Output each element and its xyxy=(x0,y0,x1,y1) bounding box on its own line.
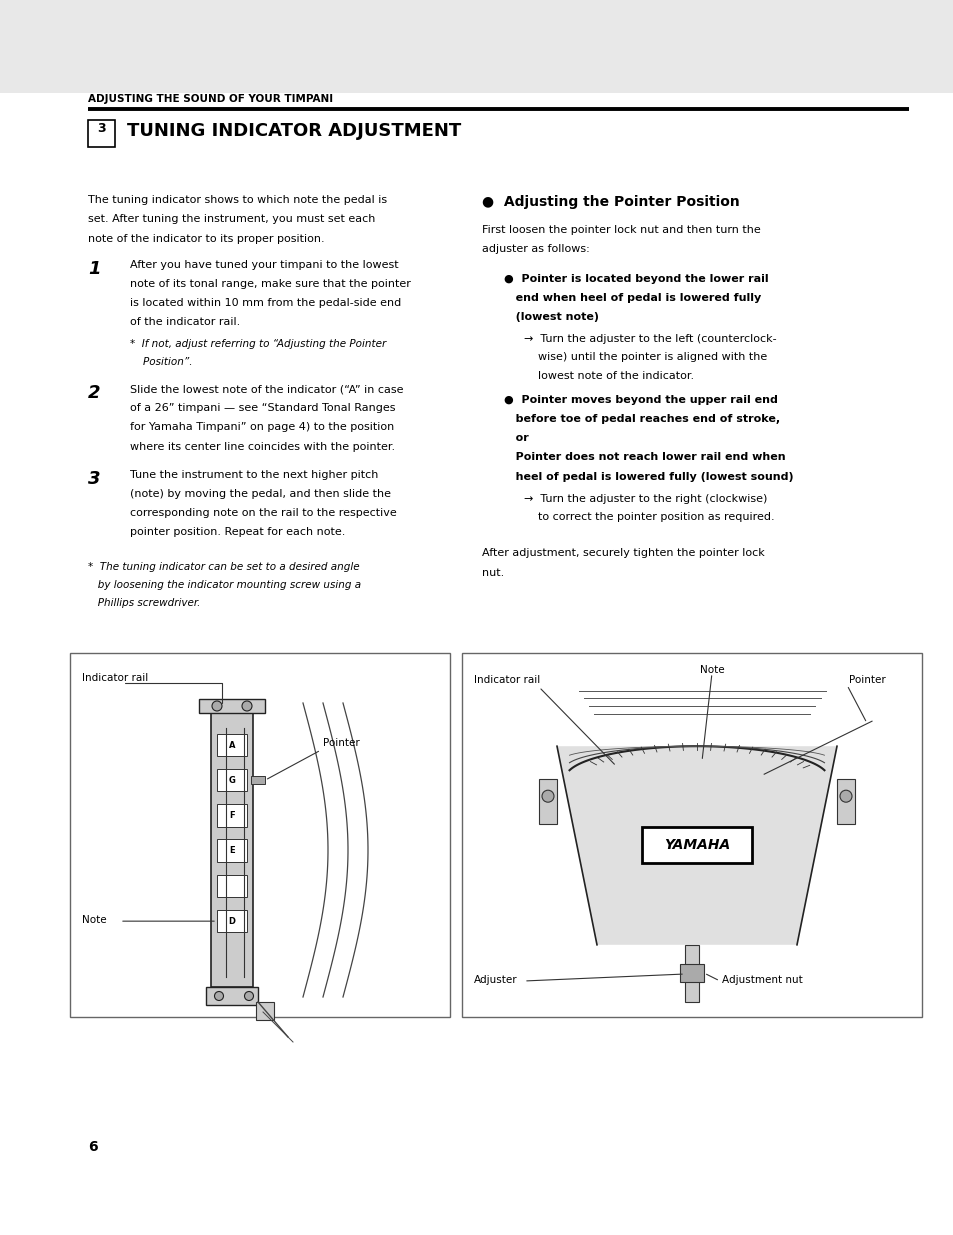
Text: set. After tuning the instrument, you must set each: set. After tuning the instrument, you mu… xyxy=(88,215,375,225)
Text: 2: 2 xyxy=(88,384,100,403)
Polygon shape xyxy=(557,746,836,945)
Bar xyxy=(216,769,247,792)
Text: of a 26” timpani — see “Standard Tonal Ranges: of a 26” timpani — see “Standard Tonal R… xyxy=(130,403,395,414)
Bar xyxy=(216,734,247,756)
Text: or: or xyxy=(503,433,528,443)
Bar xyxy=(216,804,247,826)
Text: D: D xyxy=(229,916,235,926)
Text: to correct the pointer position as required.: to correct the pointer position as requi… xyxy=(523,513,774,522)
Text: nut.: nut. xyxy=(481,568,503,578)
Bar xyxy=(251,777,265,784)
Text: 3: 3 xyxy=(88,469,100,488)
Text: 6: 6 xyxy=(88,1140,97,1153)
Text: Note: Note xyxy=(699,664,723,676)
Text: Pointer: Pointer xyxy=(323,739,359,748)
Text: pointer position. Repeat for each note.: pointer position. Repeat for each note. xyxy=(130,527,345,537)
Circle shape xyxy=(242,701,252,711)
Bar xyxy=(538,779,557,824)
Bar xyxy=(216,874,247,897)
Circle shape xyxy=(840,790,851,803)
Text: Adjustment nut: Adjustment nut xyxy=(721,974,801,986)
Text: corresponding note on the rail to the respective: corresponding note on the rail to the re… xyxy=(130,509,396,519)
Text: A: A xyxy=(229,741,235,750)
Bar xyxy=(255,1002,274,1020)
Text: First loosen the pointer lock nut and then turn the: First loosen the pointer lock nut and th… xyxy=(481,225,760,235)
Text: 1: 1 xyxy=(88,259,100,278)
Text: of the indicator rail.: of the indicator rail. xyxy=(130,317,240,327)
Text: 3: 3 xyxy=(97,122,106,135)
Text: Phillips screwdriver.: Phillips screwdriver. xyxy=(88,598,200,608)
Text: F: F xyxy=(229,811,234,820)
Text: before toe of pedal reaches end of stroke,: before toe of pedal reaches end of strok… xyxy=(503,414,780,424)
Text: TUNING INDICATOR ADJUSTMENT: TUNING INDICATOR ADJUSTMENT xyxy=(127,122,460,140)
Text: ●  Pointer moves beyond the upper rail end: ● Pointer moves beyond the upper rail en… xyxy=(503,395,777,405)
Text: After adjustment, securely tighten the pointer lock: After adjustment, securely tighten the p… xyxy=(481,548,763,558)
Bar xyxy=(684,945,699,1002)
Text: wise) until the pointer is aligned with the: wise) until the pointer is aligned with … xyxy=(523,352,766,362)
Text: →  Turn the adjuster to the left (counterclock-: → Turn the adjuster to the left (counter… xyxy=(523,335,776,345)
Text: Indicator rail: Indicator rail xyxy=(82,673,148,683)
Bar xyxy=(206,987,257,1005)
Text: ●  Pointer is located beyond the lower rail: ● Pointer is located beyond the lower ra… xyxy=(503,273,767,284)
Bar xyxy=(461,653,921,1016)
Text: ●  Adjusting the Pointer Position: ● Adjusting the Pointer Position xyxy=(481,195,739,209)
Bar xyxy=(70,653,450,1016)
Text: is located within 10 mm from the pedal-side end: is located within 10 mm from the pedal-s… xyxy=(130,298,401,308)
Text: end when heel of pedal is lowered fully: end when heel of pedal is lowered fully xyxy=(503,293,760,303)
Bar xyxy=(199,699,265,713)
Text: lowest note of the indicator.: lowest note of the indicator. xyxy=(523,370,693,380)
Text: (lowest note): (lowest note) xyxy=(503,312,598,322)
Text: →  Turn the adjuster to the right (clockwise): → Turn the adjuster to the right (clockw… xyxy=(523,494,766,504)
Text: Pointer: Pointer xyxy=(848,676,884,685)
Text: Slide the lowest note of the indicator (“A” in case: Slide the lowest note of the indicator (… xyxy=(130,384,403,394)
Text: (note) by moving the pedal, and then slide the: (note) by moving the pedal, and then sli… xyxy=(130,489,391,499)
Text: Pointer does not reach lower rail end when: Pointer does not reach lower rail end wh… xyxy=(503,452,784,462)
Text: by loosening the indicator mounting screw using a: by loosening the indicator mounting scre… xyxy=(88,580,361,590)
Text: Tune the instrument to the next higher pitch: Tune the instrument to the next higher p… xyxy=(130,469,378,480)
Text: Indicator rail: Indicator rail xyxy=(474,676,539,685)
Bar xyxy=(641,827,751,863)
Circle shape xyxy=(212,701,222,711)
Text: Position”.: Position”. xyxy=(130,357,193,367)
Text: Note: Note xyxy=(82,915,107,925)
Text: note of its tonal range, make sure that the pointer: note of its tonal range, make sure that … xyxy=(130,279,411,289)
Text: *  If not, adjust referring to “Adjusting the Pointer: * If not, adjust referring to “Adjusting… xyxy=(130,338,386,348)
Text: YAMAHA: YAMAHA xyxy=(663,839,729,852)
Text: note of the indicator to its proper position.: note of the indicator to its proper posi… xyxy=(88,233,324,243)
Bar xyxy=(216,910,247,932)
Bar xyxy=(679,965,703,982)
Text: E: E xyxy=(229,846,234,855)
Bar xyxy=(0,0,953,93)
Text: for Yamaha Timpani” on page 4) to the position: for Yamaha Timpani” on page 4) to the po… xyxy=(130,422,394,432)
Circle shape xyxy=(244,992,253,1000)
Circle shape xyxy=(541,790,554,803)
Text: heel of pedal is lowered fully (lowest sound): heel of pedal is lowered fully (lowest s… xyxy=(503,472,793,482)
Text: *  The tuning indicator can be set to a desired angle: * The tuning indicator can be set to a d… xyxy=(88,562,359,572)
Text: where its center line coincides with the pointer.: where its center line coincides with the… xyxy=(130,442,395,452)
Text: adjuster as follows:: adjuster as follows: xyxy=(481,245,589,254)
Text: Adjuster: Adjuster xyxy=(474,974,517,986)
Circle shape xyxy=(214,992,223,1000)
Text: ADJUSTING THE SOUND OF YOUR TIMPANI: ADJUSTING THE SOUND OF YOUR TIMPANI xyxy=(88,94,333,104)
Text: The tuning indicator shows to which note the pedal is: The tuning indicator shows to which note… xyxy=(88,195,387,205)
Text: G: G xyxy=(229,776,235,784)
Text: After you have tuned your timpani to the lowest: After you have tuned your timpani to the… xyxy=(130,259,398,269)
Bar xyxy=(211,713,253,987)
Bar xyxy=(836,779,854,824)
Bar xyxy=(88,120,115,147)
Bar xyxy=(216,840,247,862)
